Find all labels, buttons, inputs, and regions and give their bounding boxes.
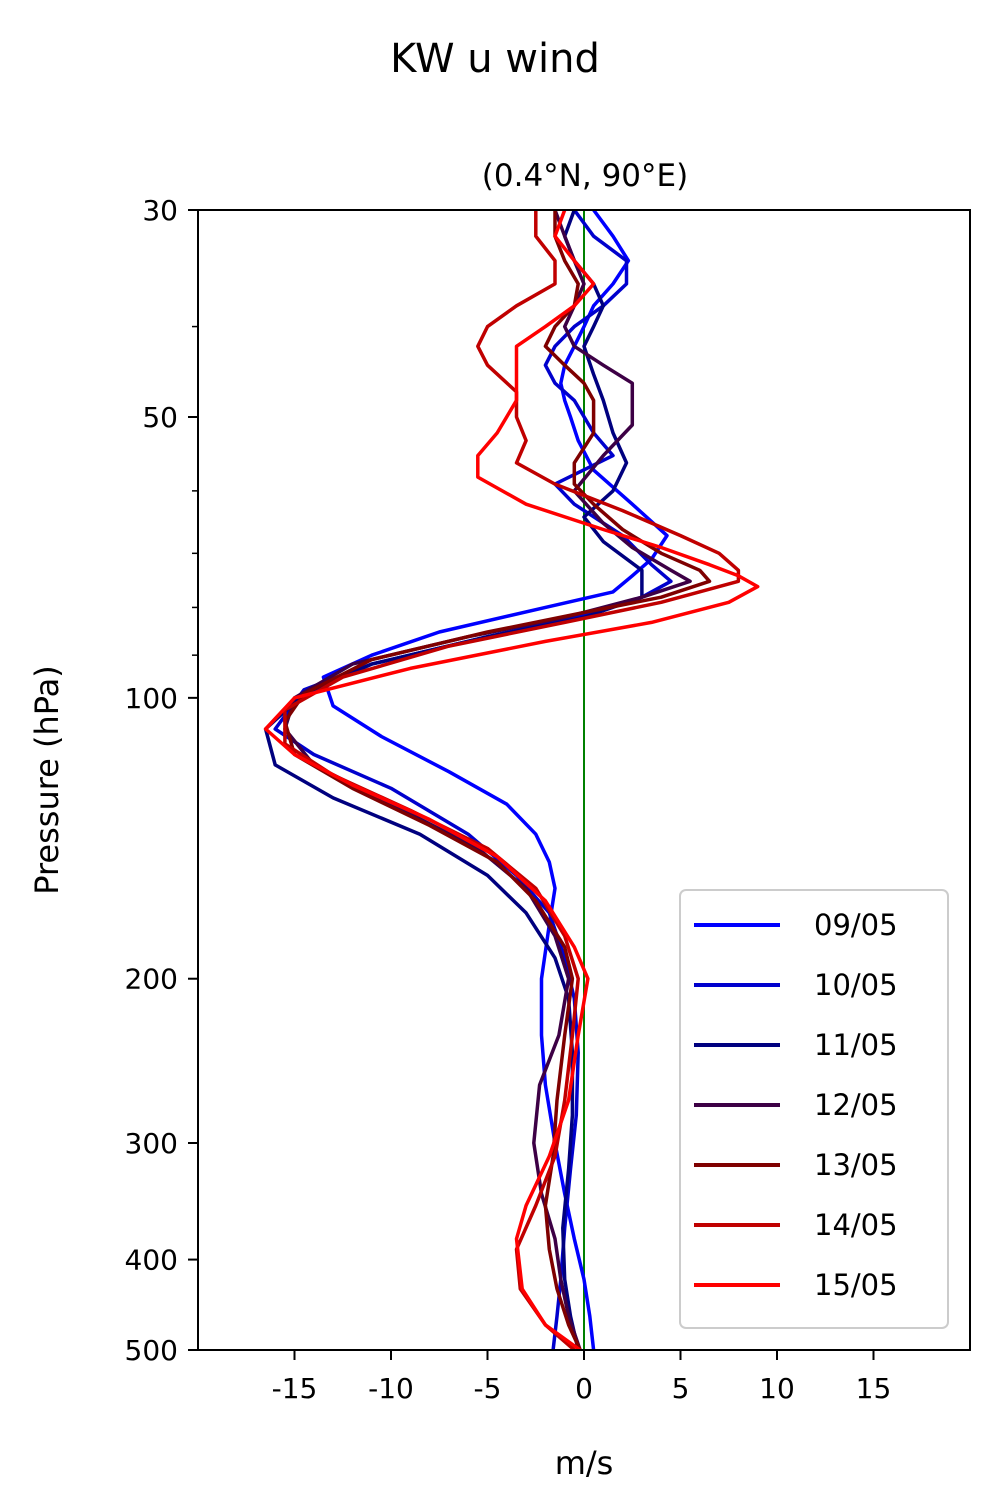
legend: 09/05 10/05 11/05 12/05 13/05 14/05 15/05 (679, 889, 949, 1329)
x-tick-label: -10 (368, 1372, 414, 1405)
x-axis: -15 -10 -5 0 5 10 15 (272, 1350, 892, 1405)
series-line-09-05 (321, 210, 669, 1350)
series-line-11-05 (263, 210, 644, 1350)
legend-entries: 09/05 10/05 11/05 12/05 13/05 14/05 15/05 (694, 908, 898, 1302)
legend-label: 10/05 (814, 968, 898, 1002)
series-group (263, 210, 760, 1350)
legend-label: 12/05 (814, 1088, 898, 1122)
series-line-14-05 (283, 210, 741, 1350)
y-axis-label: Pressure (hPa) (28, 665, 66, 895)
plot-area (197, 209, 971, 1351)
legend-label: 15/05 (814, 1268, 898, 1302)
x-tick-label: 5 (672, 1372, 690, 1405)
series-line-10-05 (273, 210, 673, 1350)
y-tick-label: 200 (125, 963, 178, 996)
legend-label: 14/05 (814, 1208, 898, 1242)
x-axis-label: m/s (555, 1444, 614, 1482)
x-tick-label: 0 (575, 1372, 593, 1405)
y-tick-label: 100 (125, 682, 178, 715)
legend-label: 13/05 (814, 1148, 898, 1182)
y-tick-label: 30 (142, 194, 178, 227)
legend-frame (679, 889, 949, 1329)
y-tick-label: 50 (142, 401, 178, 434)
x-tick-label: -5 (474, 1372, 502, 1405)
x-tick-label: -15 (272, 1372, 318, 1405)
y-axis: 30 50 100 200 300 400 500 (125, 194, 198, 1367)
chart-title: (0.4°N, 90°E) (482, 158, 688, 194)
legend-label: 09/05 (814, 908, 898, 942)
x-tick-label: 10 (759, 1372, 795, 1405)
y-tick-label: 300 (125, 1127, 178, 1160)
legend-label: 11/05 (814, 1028, 898, 1062)
series-line-15-05 (263, 210, 760, 1350)
y-tick-label: 400 (125, 1244, 178, 1277)
y-tick-label: 500 (125, 1334, 178, 1367)
x-tick-label: 15 (856, 1372, 892, 1405)
chart-suptitle: KW u wind (390, 36, 600, 82)
series-line-13-05 (283, 210, 712, 1350)
